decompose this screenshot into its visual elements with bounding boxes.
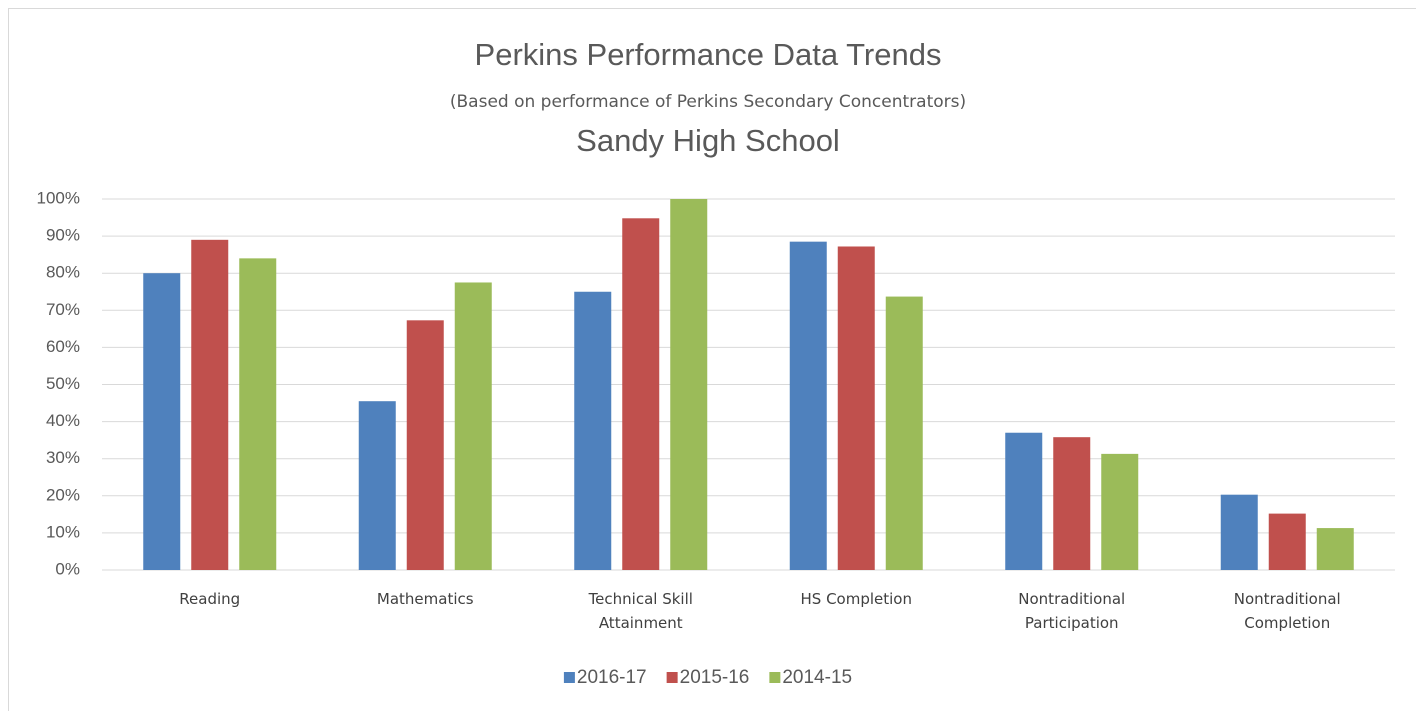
bar <box>239 258 277 570</box>
y-tick-label: 10% <box>46 522 80 541</box>
bar <box>1005 432 1043 570</box>
y-tick-label: 0% <box>55 559 80 578</box>
y-tick-label: 40% <box>46 411 80 430</box>
legend-swatch <box>769 672 781 683</box>
x-tick-label: Mathematics <box>376 590 474 608</box>
bar <box>574 291 612 570</box>
y-tick-label: 100% <box>37 188 80 207</box>
bar <box>1101 453 1139 570</box>
x-tick-label: Technical Skill Attainment <box>588 590 693 632</box>
bar <box>406 320 444 570</box>
y-tick-label: 50% <box>46 374 80 393</box>
legend-label: 2016-17 <box>577 667 647 688</box>
bar <box>454 282 492 570</box>
bar <box>837 246 875 570</box>
x-tick-label: Nontraditional Participation <box>1018 590 1126 632</box>
y-tick-label: 70% <box>46 300 80 319</box>
bar <box>358 401 396 570</box>
legend-label: 2015-16 <box>680 667 750 688</box>
chart-title: Perkins Performance Data Trends <box>475 37 942 72</box>
legend-swatch <box>563 672 575 683</box>
bar <box>191 239 229 570</box>
bar <box>143 273 181 570</box>
y-tick-label: 90% <box>46 226 80 245</box>
bar <box>622 218 660 571</box>
bar <box>1268 513 1306 570</box>
chart-school: Sandy High School <box>576 123 840 158</box>
chart-subtitle: (Based on performance of Perkins Seconda… <box>450 92 966 112</box>
x-tick-label: HS Completion <box>800 590 912 608</box>
bar <box>1053 437 1091 570</box>
bar <box>1316 528 1354 570</box>
bar <box>885 296 923 570</box>
y-tick-label: 80% <box>46 263 80 282</box>
y-tick-label: 60% <box>46 337 80 356</box>
chart-border <box>8 8 1416 711</box>
legend-label: 2014-15 <box>782 667 852 688</box>
bar <box>789 241 827 571</box>
y-tick-label: 20% <box>46 485 80 504</box>
x-tick-label: Reading <box>179 590 241 608</box>
legend-swatch <box>666 672 678 683</box>
x-tick-label: Nontraditional Completion <box>1233 590 1341 632</box>
bar <box>1220 494 1258 570</box>
y-tick-label: 30% <box>46 448 80 467</box>
bar <box>670 199 708 570</box>
